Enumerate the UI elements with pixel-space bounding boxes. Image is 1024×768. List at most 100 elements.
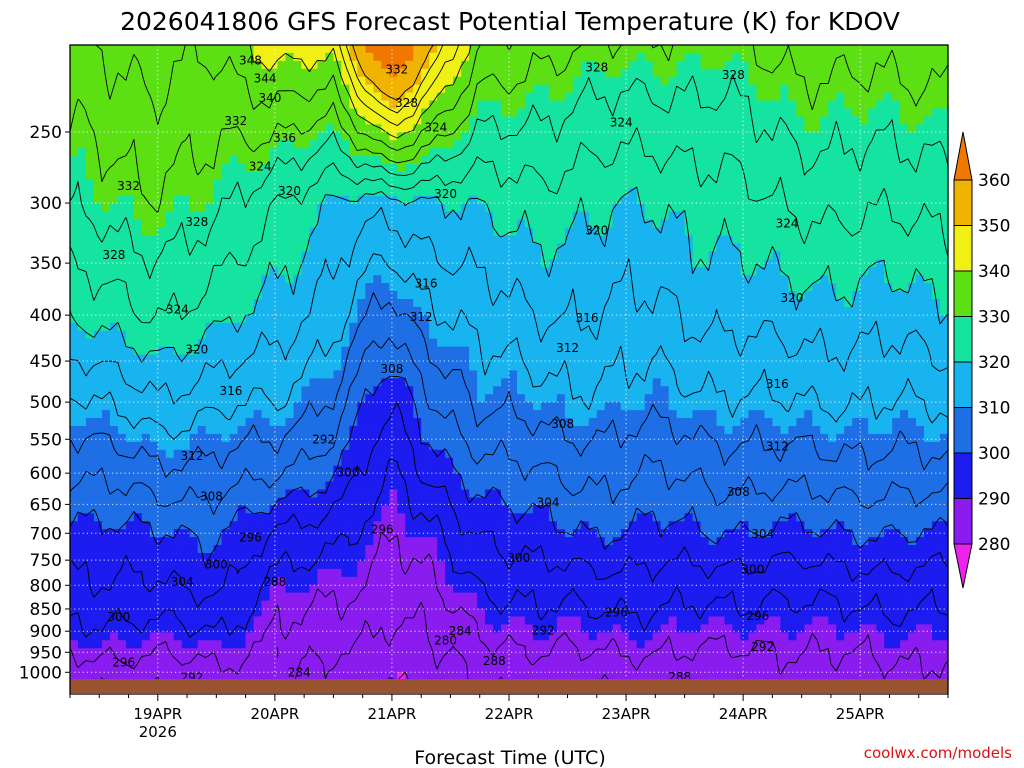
contour-fill-cell xyxy=(876,314,885,324)
contour-fill-cell xyxy=(660,52,670,62)
contour-fill-cell xyxy=(908,283,917,292)
contour-fill-cell xyxy=(341,354,350,364)
contour-fill-cell xyxy=(916,219,925,229)
contour-fill-cell xyxy=(892,164,901,173)
contour-fill-cell xyxy=(349,362,358,372)
contour-fill-cell xyxy=(892,267,901,276)
contour-fill-cell xyxy=(125,195,135,205)
contour-fill-cell xyxy=(612,164,622,173)
contour-fill-cell xyxy=(716,394,726,403)
contour-fill-cell xyxy=(716,243,726,252)
contour-fill-cell xyxy=(85,378,95,387)
contour-fill-cell xyxy=(580,156,590,165)
contour-fill-cell xyxy=(716,76,726,86)
contour-fill-cell xyxy=(421,306,430,316)
contour-fill-cell xyxy=(580,76,590,86)
contour-fill-cell xyxy=(277,243,287,252)
contour-fill-cell xyxy=(101,84,111,94)
contour-fill-cell xyxy=(900,60,909,70)
contour-fill-cell xyxy=(301,386,311,395)
contour-fill-cell xyxy=(381,203,390,213)
contour-fill-cell xyxy=(469,195,478,205)
contour-fill-cell xyxy=(125,338,135,348)
contour-fill-cell xyxy=(916,314,925,324)
contour-fill-cell xyxy=(812,84,821,94)
contour-fill-cell xyxy=(389,354,398,364)
contour-fill-cell xyxy=(197,108,207,118)
contour-fill-cell xyxy=(269,68,279,78)
contour-fill-cell xyxy=(85,370,95,379)
contour-fill-cell xyxy=(173,362,183,372)
contour-fill-cell xyxy=(852,306,861,316)
contour-fill-cell xyxy=(516,52,526,62)
contour-fill-cell xyxy=(516,378,526,387)
contour-fill-cell xyxy=(884,219,893,229)
contour-fill-cell xyxy=(421,386,430,395)
contour-fill-cell xyxy=(812,259,821,268)
contour-fill-cell xyxy=(852,76,861,86)
contour-fill-cell xyxy=(660,267,670,276)
contour-fill-cell xyxy=(261,132,271,141)
contour-fill-cell xyxy=(820,156,829,165)
contour-fill-cell xyxy=(556,84,566,94)
contour-fill-cell xyxy=(157,394,167,403)
contour-fill-cell xyxy=(796,283,805,292)
contour-fill-cell xyxy=(277,251,287,260)
contour-fill-cell xyxy=(293,164,303,173)
contour-fill-cell xyxy=(397,330,406,340)
contour-fill-cell xyxy=(485,116,494,125)
contour-fill-cell xyxy=(493,291,502,300)
contour-fill-cell xyxy=(301,338,311,348)
contour-fill-cell xyxy=(189,259,199,268)
contour-fill-cell xyxy=(820,100,829,110)
contour-fill-cell xyxy=(772,394,781,403)
contour-fill-cell xyxy=(293,275,303,284)
contour-fill-cell xyxy=(445,275,454,284)
contour-fill-cell xyxy=(620,306,630,316)
contour-fill-cell xyxy=(596,306,606,316)
contour-fill-cell xyxy=(676,195,686,205)
contour-fill-cell xyxy=(860,148,869,157)
contour-fill-cell xyxy=(509,275,518,284)
contour-fill-cell xyxy=(173,235,183,245)
contour-fill-cell xyxy=(437,156,446,165)
contour-fill-cell xyxy=(628,52,638,62)
contour-fill-cell xyxy=(660,172,670,181)
contour-fill-cell xyxy=(221,211,231,221)
contour-fill-cell xyxy=(636,346,646,356)
contour-fill-cell xyxy=(397,195,406,205)
contour-fill-cell xyxy=(325,156,334,165)
contour-fill-cell xyxy=(732,140,742,149)
contour-fill-cell xyxy=(333,370,342,379)
contour-fill-cell xyxy=(365,60,374,70)
contour-fill-cell xyxy=(133,299,143,308)
contour-fill-cell xyxy=(357,322,366,332)
contour-fill-cell xyxy=(540,148,550,157)
contour-fill-cell xyxy=(309,306,319,316)
contour-fill-cell xyxy=(548,243,558,252)
contour-fill-cell xyxy=(261,195,271,205)
contour-fill-cell xyxy=(820,235,829,245)
contour-fill-cell xyxy=(125,211,135,221)
contour-fill-cell xyxy=(165,346,175,356)
contour-fill-cell xyxy=(181,100,191,110)
contour-fill-cell xyxy=(724,100,734,110)
contour-fill-cell xyxy=(684,243,694,252)
contour-fill-cell xyxy=(461,100,470,110)
contour-fill-cell xyxy=(173,187,183,197)
contour-fill-cell xyxy=(261,179,271,189)
contour-fill-cell xyxy=(373,378,382,387)
contour-fill-cell xyxy=(572,394,582,403)
contour-fill-cell xyxy=(636,124,646,133)
contour-fill-cell xyxy=(924,314,933,324)
contour-fill-cell xyxy=(269,346,279,356)
contour-fill-cell xyxy=(556,179,566,189)
contour-fill-cell xyxy=(796,378,805,387)
contour-fill-cell xyxy=(580,306,590,316)
contour-fill-cell xyxy=(461,132,470,141)
contour-fill-cell xyxy=(860,76,869,86)
contour-fill-cell xyxy=(604,92,614,102)
contour-fill-cell xyxy=(309,330,319,340)
contour-fill-cell xyxy=(836,283,845,292)
contour-fill-cell xyxy=(652,346,662,356)
